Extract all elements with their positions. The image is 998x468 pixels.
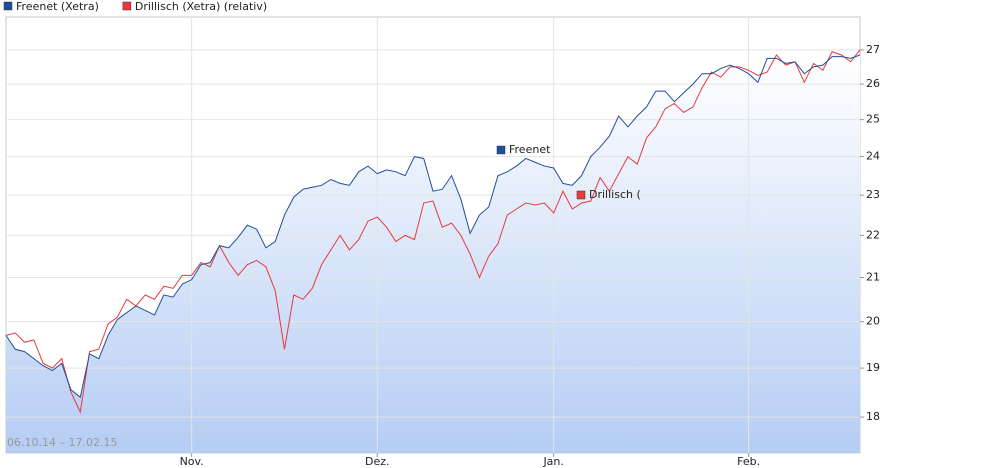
y-tick-label: 20	[866, 315, 880, 328]
annotation-swatch	[576, 190, 586, 200]
y-tick-label: 22	[866, 228, 880, 241]
series-line	[5, 49, 861, 414]
y-tick-label: 27	[866, 43, 880, 56]
x-tick-label: Dez.	[365, 455, 390, 468]
legend-swatch	[122, 1, 132, 11]
legend-label: Freenet (Xetra)	[16, 0, 99, 13]
y-tick-label: 24	[866, 150, 880, 163]
date-range: 06.10.14 – 17.02.15	[7, 436, 117, 449]
annotation-swatch	[496, 145, 506, 155]
annotation-label: Drillisch (	[589, 188, 641, 201]
y-tick-label: 25	[866, 113, 880, 126]
series-line	[5, 54, 861, 399]
legend-label: Drillisch (Xetra) (relativ)	[135, 0, 267, 13]
x-tick-label: Feb.	[737, 455, 760, 468]
y-tick-label: 23	[866, 188, 880, 201]
annotation-label: Freenet	[509, 143, 551, 156]
y-tick-label: 21	[866, 270, 880, 283]
y-tick-label: 26	[866, 77, 880, 90]
x-tick-label: Jan.	[542, 455, 563, 468]
y-tick-label: 18	[866, 410, 880, 423]
legend-swatch	[3, 1, 13, 11]
x-tick-label: Nov.	[180, 455, 204, 468]
y-tick-label: 19	[866, 361, 880, 374]
area-fill	[6, 54, 860, 453]
